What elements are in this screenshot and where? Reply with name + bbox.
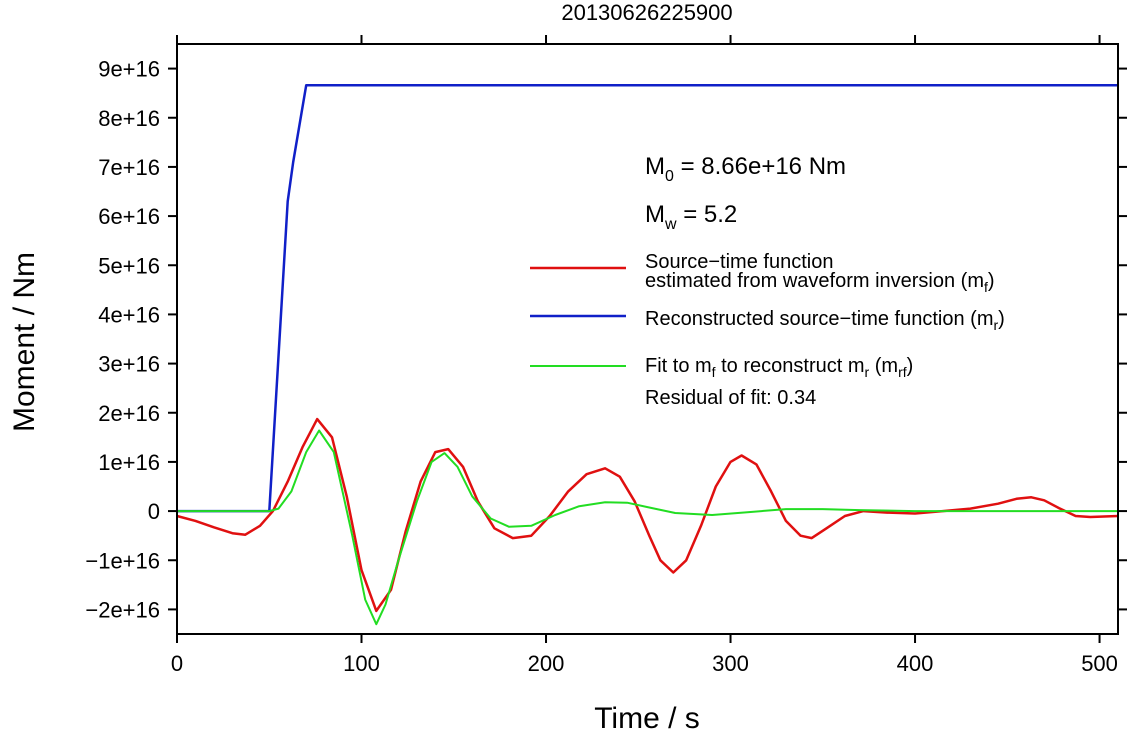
mw-annotation-value: = 5.2 — [677, 201, 738, 228]
x-tick-label: 500 — [1081, 651, 1118, 676]
legend-reconstructed-tail: ) — [998, 308, 1005, 330]
m0-annotation-value: = 8.66e+16 Nm — [674, 153, 846, 180]
legend-label-line2-sub: f — [984, 279, 988, 295]
y-tick-label: 5e+16 — [98, 253, 160, 278]
mw-annotation: Mw = 5.2 — [645, 201, 737, 233]
y-tick-label: −2e+16 — [85, 597, 160, 622]
residual-text: Residual of fit: 0.34 — [645, 387, 816, 409]
legend-fit-mid: to reconstruct m — [716, 355, 865, 377]
x-tick-label: 100 — [343, 651, 380, 676]
y-tick-label: 1e+16 — [98, 450, 160, 475]
legend-fit-sub_b: r — [865, 364, 870, 380]
legend-fit-sub_c: rf — [898, 364, 907, 380]
mw-annotation-sub: w — [664, 216, 677, 233]
series-line-m_f — [176, 417, 1119, 613]
y-tick-label: 0 — [148, 499, 160, 524]
plot-frame — [176, 43, 1119, 635]
y-tick-label: 9e+16 — [98, 57, 160, 82]
legend-fit-tail: ) — [907, 355, 914, 377]
y-tick-label: 8e+16 — [98, 106, 160, 131]
x-axis-title: Time / s — [594, 702, 700, 734]
m0-annotation-base: M — [645, 153, 665, 180]
y-tick-label: 7e+16 — [98, 155, 160, 180]
m0-annotation: M0 = 8.66e+16 Nm — [645, 153, 846, 185]
legend-label-line1: Source−time function — [645, 251, 833, 273]
m0-annotation-sub: 0 — [665, 168, 674, 185]
x-tick-label: 300 — [712, 651, 749, 676]
series-layer — [176, 84, 1119, 626]
y-tick-label: 4e+16 — [98, 302, 160, 327]
legend-label-line2: estimated from waveform inversion (mf) — [645, 270, 995, 295]
series-line-m_r — [177, 84, 1118, 513]
y-tick-label: −1e+16 — [85, 548, 160, 573]
y-tick-label: 3e+16 — [98, 352, 160, 377]
x-tick-label: 200 — [528, 651, 565, 676]
series-line-m_rf — [177, 429, 1118, 626]
chart-title: 20130626225900 — [561, 0, 732, 25]
legend-reconstructed-sub: r — [994, 317, 999, 333]
tick-layer: 0 100 200 300 400 500 −2e+16 −1e+16 0 1e+16 2e+16 3… — [85, 35, 1127, 676]
legend-label-line2-text: estimated from waveform inversion (m — [645, 270, 984, 292]
x-tick-label: 400 — [897, 651, 934, 676]
y-tick-label: 2e+16 — [98, 401, 160, 426]
x-tick-label: 0 — [171, 651, 183, 676]
legend-fit-mid2: (m — [869, 355, 898, 377]
legend-fit-sub_a: f — [712, 364, 716, 380]
legend-label-line2-tail: ) — [988, 270, 995, 292]
legend-label-reconstructed: Reconstructed source−time function (mr) — [645, 308, 1005, 333]
legend-fit-line1: Fit to m — [645, 355, 712, 377]
y-tick-label: 6e+16 — [98, 204, 160, 229]
y-axis-title: Moment / Nm — [8, 252, 41, 432]
mw-annotation-base: M — [645, 201, 665, 228]
legend-reconstructed-line1: Reconstructed source−time function (m — [645, 308, 994, 330]
legend-label-fit: Fit to mf to reconstruct mr (mrf) — [645, 355, 913, 380]
